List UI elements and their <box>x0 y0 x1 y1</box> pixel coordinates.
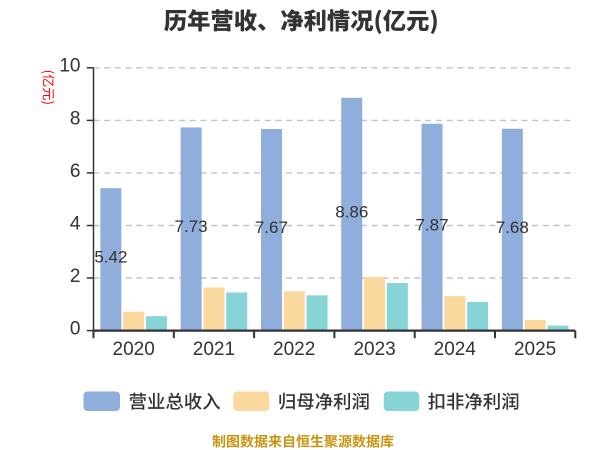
svg-text:4: 4 <box>70 213 81 234</box>
svg-text:7.73: 7.73 <box>175 217 208 236</box>
svg-text:5.42: 5.42 <box>94 248 127 267</box>
svg-text:2: 2 <box>70 266 81 287</box>
svg-text:2025: 2025 <box>514 339 556 360</box>
svg-text:7.67: 7.67 <box>255 218 288 237</box>
svg-text:0: 0 <box>70 319 81 340</box>
svg-text:2023: 2023 <box>353 339 395 360</box>
svg-text:7.68: 7.68 <box>496 218 529 237</box>
svg-text:10: 10 <box>59 56 80 77</box>
svg-text:2020: 2020 <box>113 339 155 360</box>
svg-text:2024: 2024 <box>434 339 477 360</box>
svg-text:8: 8 <box>70 108 81 129</box>
svg-text:8.86: 8.86 <box>335 202 368 221</box>
svg-text:6: 6 <box>70 161 81 182</box>
svg-text:2021: 2021 <box>193 339 235 360</box>
svg-text:7.87: 7.87 <box>415 215 448 234</box>
svg-text:2022: 2022 <box>273 339 315 360</box>
